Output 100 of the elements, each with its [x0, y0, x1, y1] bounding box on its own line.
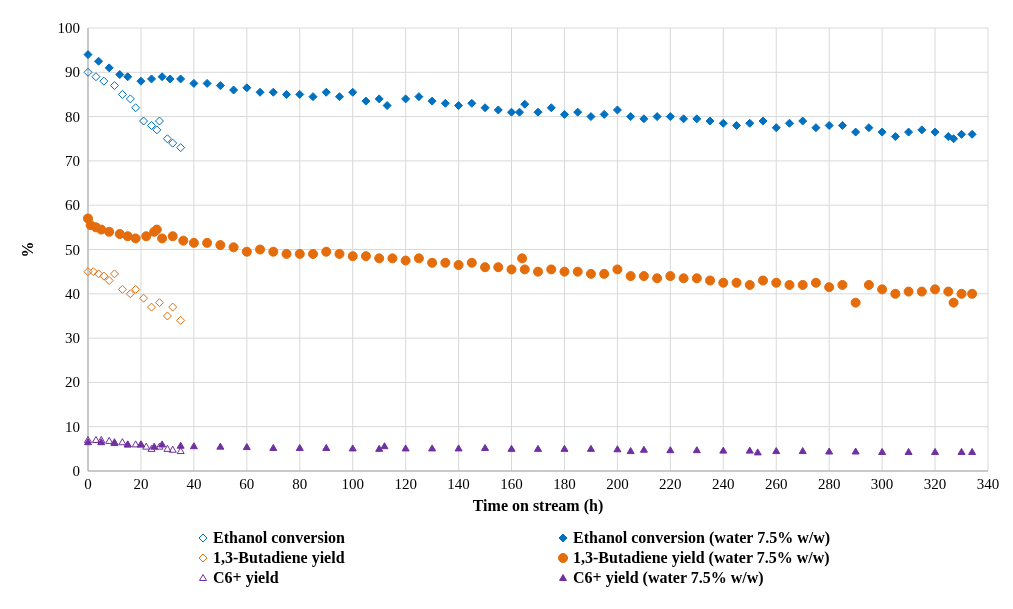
point — [117, 284, 127, 294]
x-tick-label: 40 — [186, 476, 202, 492]
point — [105, 436, 114, 444]
point — [154, 116, 164, 126]
point — [162, 311, 172, 321]
point — [825, 447, 834, 455]
legend-label: 1,3-Butadiene yield (water 7.5% w/w) — [573, 549, 830, 567]
point — [176, 441, 185, 449]
point — [626, 447, 635, 455]
point — [216, 442, 225, 450]
x-tick-label: 80 — [292, 476, 308, 492]
x-tick-label: 100 — [341, 476, 364, 492]
point — [131, 284, 141, 294]
point — [534, 444, 542, 452]
point — [168, 138, 178, 148]
point — [147, 302, 157, 312]
point — [753, 448, 762, 456]
point — [109, 81, 119, 91]
y-tick-label: 30 — [65, 330, 80, 347]
point — [613, 445, 622, 453]
y-tick-label: 60 — [65, 197, 80, 214]
point — [666, 446, 675, 454]
point — [269, 443, 278, 451]
point — [586, 444, 595, 452]
point — [125, 94, 135, 104]
x-tick-label: 160 — [500, 476, 523, 492]
x-tick-label: 240 — [712, 476, 735, 492]
point — [401, 444, 410, 452]
point — [904, 447, 913, 455]
point — [242, 443, 251, 451]
point — [507, 444, 516, 452]
x-tick-label: 280 — [817, 476, 841, 492]
legend-label: Ethanol conversion (water 7.5% w/w) — [573, 529, 831, 547]
x-tick-label: 120 — [394, 476, 417, 492]
y-axis-title: % — [19, 241, 36, 258]
point — [163, 444, 172, 452]
point — [168, 445, 177, 453]
point — [745, 446, 754, 454]
point — [560, 444, 569, 452]
point — [851, 447, 860, 455]
point — [99, 271, 109, 281]
y-tick-label: 100 — [57, 20, 80, 36]
point — [139, 116, 149, 126]
x-axis-title: Time on stream (h) — [472, 497, 604, 515]
y-tick-label: 80 — [65, 108, 80, 125]
x-tick-label: 320 — [923, 476, 947, 492]
point — [91, 72, 101, 82]
legend-label: 1,3-Butadiene yield — [213, 549, 345, 567]
x-tick-label: 140 — [447, 476, 470, 492]
point — [428, 444, 437, 452]
point — [878, 447, 887, 455]
y-tick-label: 40 — [65, 285, 80, 302]
y-tick-label: 90 — [65, 64, 80, 81]
point — [99, 76, 109, 86]
point — [692, 446, 701, 454]
point — [931, 447, 940, 455]
point — [147, 120, 157, 130]
legend-label: C6+ yield — [213, 569, 279, 587]
point — [88, 267, 98, 277]
x-tick-label: 260 — [764, 476, 788, 492]
y-tick-label: 10 — [65, 418, 80, 435]
point — [176, 315, 186, 325]
y-tick-label: 0 — [72, 463, 80, 479]
point — [91, 435, 100, 443]
y-tick-label: 70 — [65, 152, 80, 169]
point — [162, 134, 172, 144]
point — [719, 446, 728, 454]
point — [639, 445, 648, 453]
point — [139, 293, 149, 303]
point — [152, 125, 162, 135]
point — [957, 447, 966, 455]
point — [109, 269, 119, 279]
point — [83, 67, 93, 77]
point — [83, 267, 93, 277]
y-tick-label: 50 — [65, 241, 80, 258]
point — [380, 442, 389, 450]
point — [772, 447, 781, 455]
point — [154, 298, 164, 308]
x-tick-label: 180 — [553, 476, 576, 492]
legend-label: Ethanol conversion — [213, 529, 346, 546]
point — [375, 444, 384, 452]
point — [131, 440, 140, 448]
x-tick-label: 200 — [606, 476, 629, 492]
x-tick-label: 220 — [659, 476, 682, 492]
point — [322, 443, 331, 451]
point — [176, 447, 185, 455]
point — [168, 302, 178, 312]
point — [117, 89, 127, 99]
point — [481, 443, 490, 451]
point — [798, 447, 807, 455]
point — [131, 103, 141, 113]
x-tick-label: 20 — [133, 476, 149, 492]
point — [176, 143, 186, 153]
point — [94, 269, 104, 279]
point — [454, 444, 463, 452]
point — [118, 438, 127, 446]
legend-label: C6+ yield (water 7.5% w/w) — [573, 569, 764, 587]
point — [295, 443, 304, 451]
x-tick-label: 60 — [239, 476, 255, 492]
point — [104, 276, 114, 286]
